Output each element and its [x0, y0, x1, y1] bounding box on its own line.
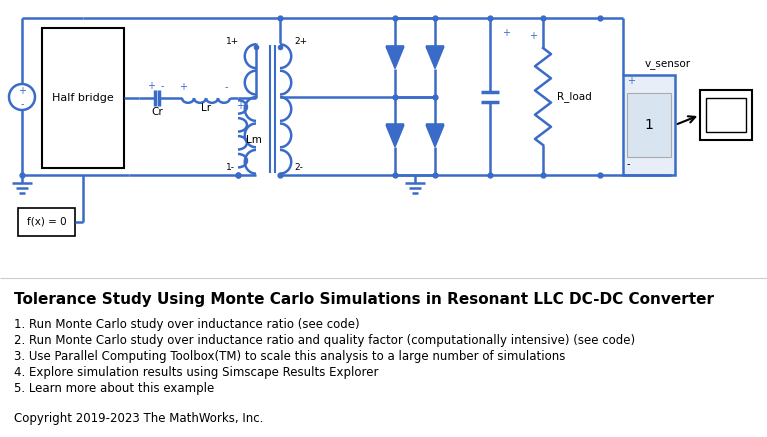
Bar	[18, 208, 75, 236]
Text: -: -	[161, 81, 164, 91]
Text: Lr: Lr	[201, 103, 211, 113]
Text: -: -	[627, 159, 630, 169]
Text: 1-: 1-	[226, 163, 235, 171]
Text: f(x) = 0: f(x) = 0	[27, 217, 66, 227]
Text: 1: 1	[644, 118, 653, 132]
Polygon shape	[386, 46, 404, 69]
Text: 1+: 1+	[226, 37, 239, 45]
Bar	[623, 75, 675, 175]
Text: Tolerance Study Using Monte Carlo Simulations in Resonant LLC DC-DC Converter: Tolerance Study Using Monte Carlo Simula…	[14, 292, 714, 307]
Text: Lm: Lm	[246, 135, 262, 146]
Text: 3. Use Parallel Computing Toolbox(TM) to scale this analysis to a large number o: 3. Use Parallel Computing Toolbox(TM) to…	[14, 350, 565, 363]
Text: 4. Explore simulation results using Simscape Results Explorer: 4. Explore simulation results using Sims…	[14, 366, 378, 379]
Text: -: -	[225, 82, 229, 92]
Polygon shape	[386, 125, 404, 147]
Text: +: +	[529, 31, 537, 41]
Bar	[627, 93, 671, 157]
Text: +: +	[147, 81, 155, 91]
Text: Copyright 2019-2023 The MathWorks, Inc.: Copyright 2019-2023 The MathWorks, Inc.	[14, 412, 263, 425]
Text: Half bridge: Half bridge	[52, 93, 114, 103]
Text: +: +	[179, 82, 187, 92]
Polygon shape	[426, 46, 444, 69]
Text: R_load: R_load	[557, 91, 592, 102]
Text: -: -	[20, 99, 24, 109]
Text: 5. Learn more about this example: 5. Learn more about this example	[14, 382, 214, 395]
Text: 2+: 2+	[294, 37, 307, 45]
Text: v_sensor: v_sensor	[645, 60, 691, 70]
Bar	[700, 90, 752, 140]
Text: 2. Run Monte Carlo study over inductance ratio and quality factor (computational: 2. Run Monte Carlo study over inductance…	[14, 334, 635, 347]
Text: +: +	[18, 86, 26, 96]
Polygon shape	[426, 125, 444, 147]
Text: 1. Run Monte Carlo study over inductance ratio (see code): 1. Run Monte Carlo study over inductance…	[14, 318, 360, 331]
Text: +: +	[627, 76, 635, 86]
Text: Cr: Cr	[151, 107, 163, 117]
Bar	[706, 98, 746, 132]
Text: +: +	[502, 28, 510, 38]
Text: +: +	[236, 101, 244, 111]
Bar	[42, 28, 124, 168]
Text: 2-: 2-	[294, 163, 303, 171]
